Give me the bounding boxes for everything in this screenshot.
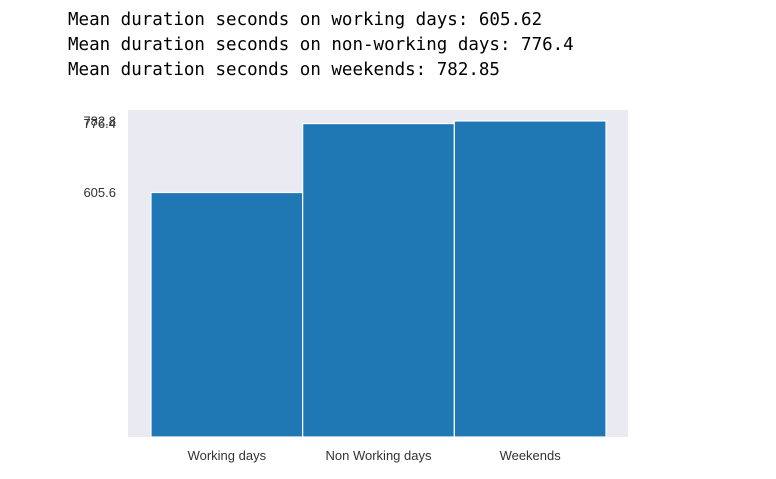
bar-non-working-days bbox=[302, 122, 455, 438]
output-line-non-working-days: Mean duration seconds on non-working day… bbox=[68, 35, 574, 55]
cell-output: Mean duration seconds on working days: 6… bbox=[68, 8, 574, 83]
output-line-working-days: Mean duration seconds on working days: 6… bbox=[68, 10, 543, 30]
y-tick-label: 782.8 bbox=[83, 113, 116, 128]
y-tick-label: 776.4 bbox=[83, 116, 116, 131]
bar-weekends bbox=[453, 120, 607, 438]
x-tick-label: Weekends bbox=[500, 448, 562, 463]
bar-working-days bbox=[150, 191, 304, 438]
y-tick-label: 605.6 bbox=[83, 185, 116, 200]
x-tick-label: Non Working days bbox=[326, 448, 432, 463]
output-line-weekends: Mean duration seconds on weekends: 782.8… bbox=[68, 60, 500, 80]
x-tick-label: Working days bbox=[188, 448, 267, 463]
